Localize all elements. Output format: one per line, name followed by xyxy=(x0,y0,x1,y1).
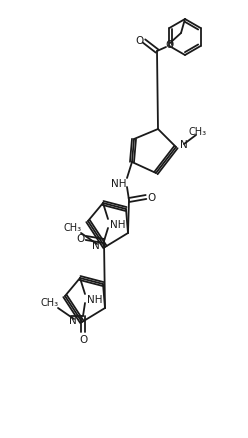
Text: NH: NH xyxy=(110,219,126,230)
Text: O: O xyxy=(165,40,173,50)
Text: NH: NH xyxy=(111,179,127,189)
Text: O: O xyxy=(79,334,87,344)
Text: NH: NH xyxy=(87,294,103,304)
Text: O: O xyxy=(135,36,143,46)
Text: CH₃: CH₃ xyxy=(41,297,59,307)
Text: CH₃: CH₃ xyxy=(189,127,207,137)
Text: O: O xyxy=(148,193,156,202)
Text: CH₃: CH₃ xyxy=(64,223,82,233)
Text: O: O xyxy=(76,233,84,244)
Text: N: N xyxy=(69,315,77,325)
Text: N: N xyxy=(180,140,188,150)
Text: N: N xyxy=(92,240,100,251)
